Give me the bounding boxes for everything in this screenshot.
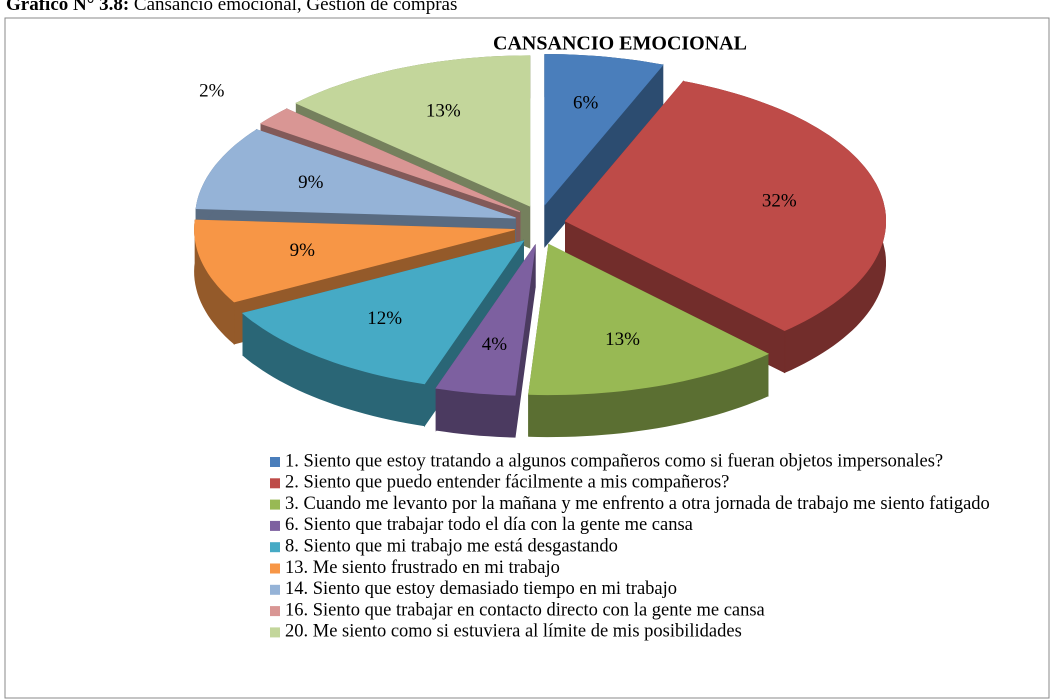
chart-title: CANSANCIO EMOCIONAL: [493, 33, 747, 55]
caption-text: Cansancio emocional, Gestión de compras: [134, 0, 457, 15]
slice: [295, 55, 531, 207]
legend-label: 6. Siento que trabajar todo el día con l…: [285, 515, 693, 535]
legend-label: 8. Siento que mi trabajo me está desgast…: [285, 536, 618, 556]
slice: [528, 243, 770, 396]
pie: 6% 32% 13% 4% 12% 9% 9% 2% 13%: [194, 54, 886, 438]
legend-label: 14. Siento que estoy demasiado tiempo en…: [285, 579, 677, 599]
legend-swatch: [270, 627, 280, 638]
data-label: 9%: [298, 172, 324, 193]
data-label: 9%: [290, 240, 316, 261]
slice: [195, 129, 516, 219]
legend-swatch: [270, 520, 280, 531]
legend-label: 2. Siento que puedo entender fácilmente …: [285, 473, 729, 493]
data-label: 2%: [199, 81, 225, 102]
legend-swatch: [270, 606, 280, 617]
slice-wall: [435, 387, 516, 438]
legend-swatch: [270, 584, 280, 595]
slice: [259, 108, 521, 213]
data-label: 6%: [573, 93, 599, 114]
legend-label: 13. Me siento frustrado en mi trabajo: [285, 558, 560, 578]
legend-swatch: [270, 499, 280, 510]
slice: [564, 81, 886, 331]
legend-label: 16. Siento que trabajar en contacto dire…: [285, 600, 765, 620]
data-label: 13%: [605, 329, 640, 350]
caption-label: Gráfico N° 3.8:: [6, 0, 129, 15]
legend-swatch: [270, 478, 280, 489]
caption: Gráfico N° 3.8: Cansancio emocional, Ges…: [6, 0, 457, 15]
slice: [435, 245, 536, 396]
data-label: 12%: [367, 308, 402, 329]
slice: [544, 54, 664, 206]
legend-label: 3. Cuando me levanto por la mañana y me …: [285, 494, 990, 514]
data-label: 32%: [762, 190, 797, 211]
legend-swatch: [270, 542, 280, 553]
legend-label: 20. Me siento como si estuviera al límit…: [285, 622, 742, 642]
legend-label: 1. Siento que estoy tratando a algunos c…: [285, 451, 943, 471]
legend-swatch: [270, 563, 280, 574]
legend-swatch: [270, 457, 280, 467]
data-label: 4%: [482, 334, 508, 355]
slice: [194, 219, 515, 303]
slice: [241, 240, 525, 385]
legend: 1. Siento que estoy tratando a algunos c…: [270, 451, 990, 642]
data-label: 13%: [426, 101, 461, 122]
